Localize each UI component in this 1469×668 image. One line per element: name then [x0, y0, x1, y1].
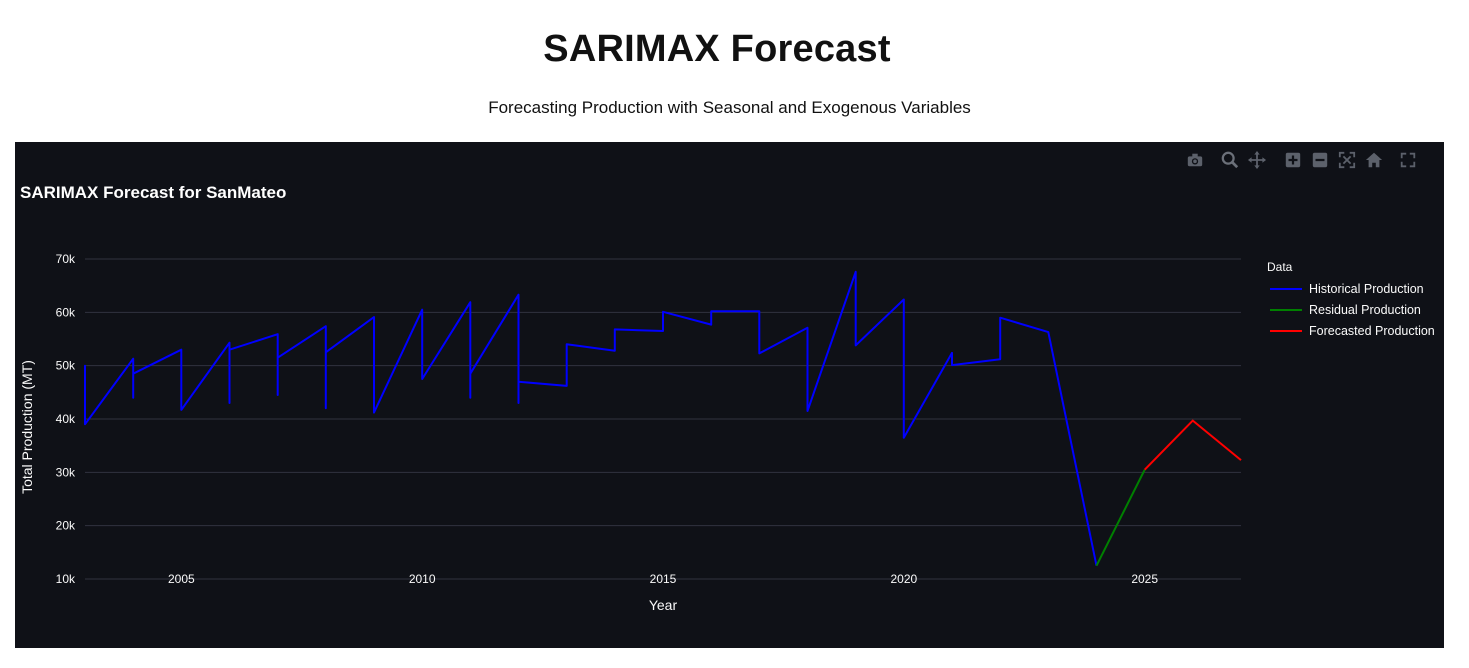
x-tick-label: 2020 [890, 572, 917, 586]
y-axis-title: Total Production (MT) [19, 360, 35, 494]
plot-modebar [1187, 150, 1436, 172]
chart-panel[interactable]: SARIMAX Forecast for SanMateo 10k 20k 30k 40… [15, 142, 1444, 648]
autoscale-icon[interactable] [1337, 150, 1357, 170]
fullscreen-icon[interactable] [1398, 150, 1418, 170]
camera-icon[interactable] [1185, 150, 1205, 170]
y-tick-label: 10k [56, 572, 76, 586]
zoom-in-icon[interactable] [1283, 150, 1303, 170]
legend-title: Data [1267, 260, 1293, 274]
series-line-residual-production [1095, 469, 1146, 567]
x-tick-label: 2015 [650, 572, 677, 586]
y-tick-label: 50k [56, 359, 76, 373]
y-tick-label: 20k [56, 519, 76, 533]
page-subtitle: Forecasting Production with Seasonal and… [488, 98, 971, 117]
pan-icon[interactable] [1247, 150, 1267, 170]
legend-item-label[interactable]: Historical Production [1309, 282, 1424, 296]
x-tick-label: 2010 [409, 572, 436, 586]
y-tick-label: 70k [56, 252, 76, 266]
y-tick-label: 30k [56, 465, 76, 479]
x-tick-label: 2005 [168, 572, 195, 586]
zoom-out-icon[interactable] [1310, 150, 1330, 170]
legend-item-label[interactable]: Residual Production [1309, 303, 1421, 317]
home-icon[interactable] [1364, 150, 1384, 170]
forecast-chart[interactable]: SARIMAX Forecast for SanMateo 10k 20k 30k 40… [15, 142, 1444, 648]
legend-item-label[interactable]: Forecasted Production [1309, 324, 1435, 338]
x-axis-title: Year [649, 597, 678, 613]
series-line-historical-production [84, 270, 1098, 566]
y-tick-label: 60k [56, 305, 76, 319]
zoom-icon[interactable] [1220, 150, 1240, 170]
series-line-forecasted-production [1143, 419, 1242, 471]
page-title: SARIMAX Forecast [543, 28, 891, 70]
chart-title: SARIMAX Forecast for SanMateo [20, 183, 286, 202]
x-tick-label: 2025 [1131, 572, 1158, 586]
y-tick-label: 40k [56, 412, 76, 426]
